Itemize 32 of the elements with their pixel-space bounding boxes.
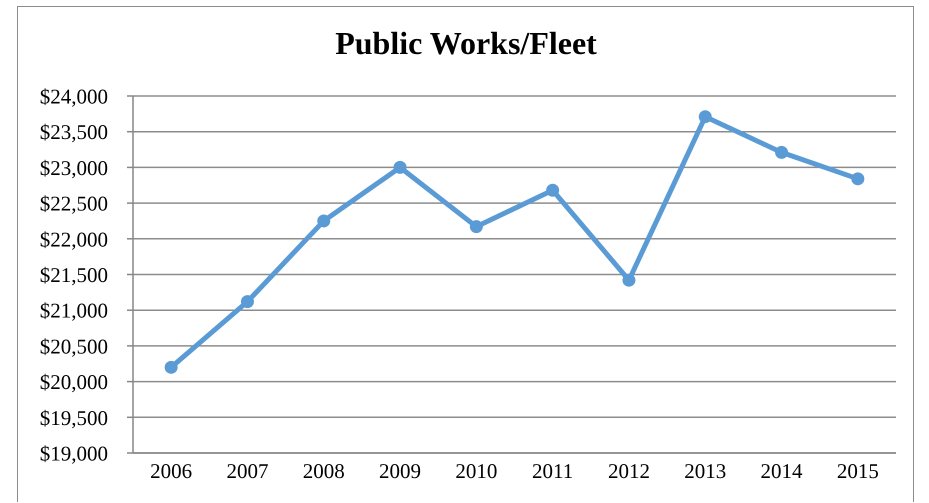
y-tick-label: $19,500	[40, 406, 108, 430]
x-tick-label: 2012	[608, 458, 650, 483]
x-tick-label: 2015	[836, 458, 879, 483]
x-tick-label: 2011	[532, 458, 574, 483]
y-tick-label: $23,500	[40, 120, 108, 144]
x-tick-label: 2008	[302, 458, 345, 483]
point	[546, 184, 560, 197]
x-tick-label: 2009	[379, 458, 422, 483]
y-tick-label: $20,000	[40, 370, 108, 394]
point	[851, 172, 864, 186]
y-tick-label: $21,000	[40, 298, 108, 323]
point	[698, 110, 712, 124]
x-tick-label: 2013	[684, 458, 726, 483]
point	[394, 160, 407, 174]
y-tick-label: $23,000	[40, 156, 108, 180]
point	[775, 146, 788, 159]
y-tick-label: $21,500	[40, 262, 108, 287]
point	[164, 360, 178, 374]
chart-title: Public Works/Fleet	[334, 25, 598, 61]
point	[317, 214, 330, 228]
y-tick-label: $22,000	[40, 227, 108, 252]
x-tick-label: 2010	[455, 458, 498, 483]
x-tick-label: 2006	[150, 458, 192, 483]
point	[470, 220, 483, 234]
y-tick-label: $19,000	[40, 441, 108, 466]
y-tick-label: $22,500	[40, 192, 108, 216]
x-tick-label: 2007	[226, 458, 268, 483]
y-tick-label: $20,500	[40, 334, 108, 358]
point	[622, 274, 636, 287]
point	[240, 295, 254, 308]
y-tick-label: $24,000	[40, 84, 108, 108]
x-tick-label: 2014	[760, 458, 804, 483]
